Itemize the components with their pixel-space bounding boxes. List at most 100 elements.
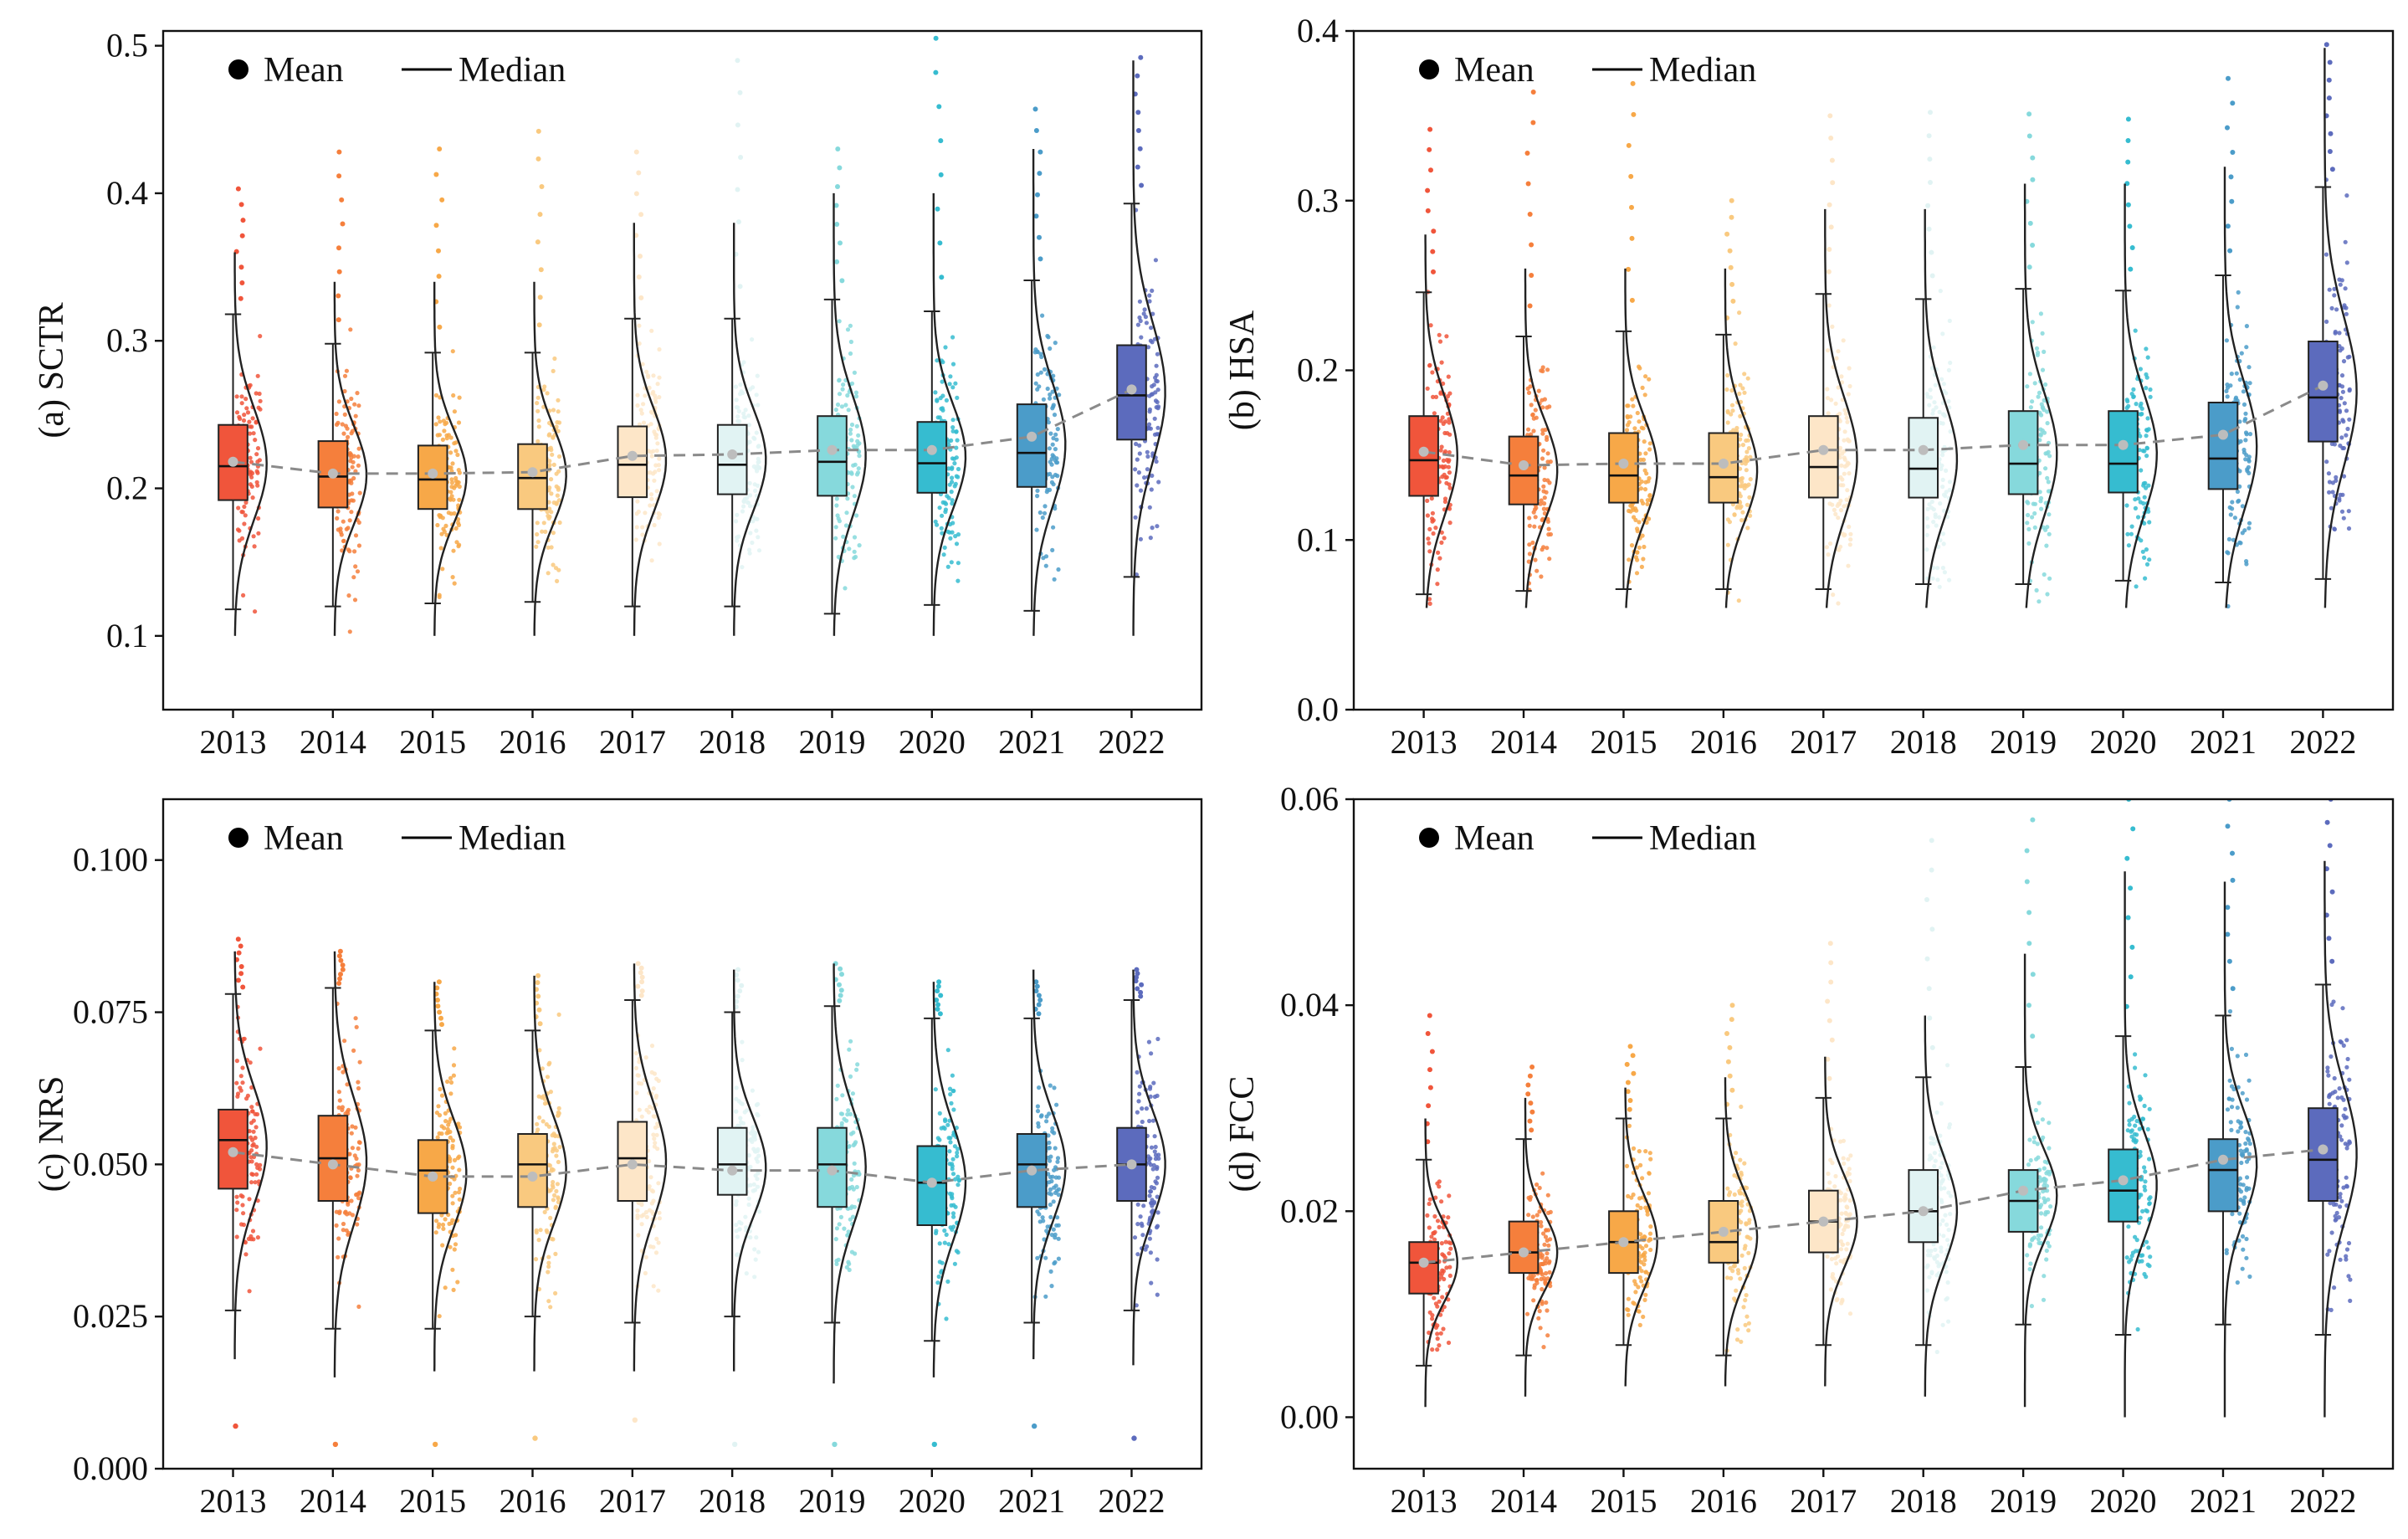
data-point bbox=[554, 1189, 558, 1193]
outlier-point bbox=[239, 264, 244, 269]
data-point bbox=[236, 527, 240, 531]
data-point bbox=[940, 526, 944, 531]
outlier-point bbox=[735, 122, 740, 127]
data-point bbox=[1638, 1275, 1642, 1280]
data-point bbox=[1938, 501, 1942, 505]
data-point bbox=[2133, 1052, 2137, 1056]
data-point bbox=[443, 1119, 448, 1123]
outlier-point bbox=[1826, 247, 1832, 252]
data-point bbox=[448, 1157, 452, 1161]
data-point bbox=[845, 393, 849, 398]
data-point bbox=[2138, 1097, 2142, 1101]
data-point bbox=[1848, 1153, 1852, 1157]
data-point bbox=[440, 1094, 444, 1098]
data-point bbox=[547, 432, 551, 436]
mean-marker bbox=[528, 467, 538, 477]
data-point bbox=[1041, 556, 1045, 560]
outlier-point bbox=[435, 998, 440, 1003]
data-point bbox=[349, 397, 353, 401]
outlier-point bbox=[935, 1007, 940, 1012]
data-point bbox=[458, 1198, 462, 1202]
data-point bbox=[2324, 253, 2329, 257]
outlier-point bbox=[640, 988, 645, 993]
data-point bbox=[2144, 346, 2148, 351]
data-point bbox=[1847, 439, 1851, 443]
data-point bbox=[2134, 584, 2139, 588]
outlier-point bbox=[935, 988, 940, 993]
data-point bbox=[752, 1247, 756, 1251]
data-point bbox=[1539, 574, 1543, 578]
data-point bbox=[740, 509, 745, 513]
data-point bbox=[751, 1188, 756, 1193]
data-point bbox=[1847, 366, 1852, 370]
data-point bbox=[1545, 1239, 1550, 1243]
data-point bbox=[956, 475, 960, 479]
data-point bbox=[1448, 1274, 1452, 1278]
data-point bbox=[2324, 459, 2329, 464]
data-point bbox=[956, 439, 960, 443]
data-point bbox=[954, 430, 958, 434]
outlier-point bbox=[236, 936, 241, 941]
data-point bbox=[1732, 1173, 1736, 1177]
data-point bbox=[1938, 585, 1942, 589]
data-point bbox=[2245, 1175, 2249, 1179]
outlier-point bbox=[1631, 81, 1636, 86]
data-point bbox=[1838, 1140, 1842, 1144]
data-point bbox=[555, 579, 559, 583]
data-point bbox=[2131, 1250, 2135, 1254]
data-point bbox=[1943, 570, 1947, 574]
data-point bbox=[1843, 429, 1847, 433]
data-point bbox=[2042, 350, 2046, 354]
data-point bbox=[1145, 467, 1150, 471]
data-point bbox=[351, 499, 356, 503]
data-point bbox=[1944, 490, 1949, 494]
x-tick-label: 2019 bbox=[798, 1482, 865, 1520]
data-point bbox=[752, 1182, 756, 1187]
data-point bbox=[740, 1040, 744, 1044]
data-point bbox=[1145, 450, 1150, 454]
data-point bbox=[2226, 394, 2230, 398]
data-point bbox=[1641, 1315, 1645, 1319]
data-point bbox=[336, 1236, 341, 1240]
data-point bbox=[1745, 503, 1750, 507]
outlier-point bbox=[735, 977, 740, 982]
data-point bbox=[1940, 1179, 1944, 1183]
outlier-point bbox=[1426, 208, 1431, 213]
outlier-point bbox=[433, 1442, 438, 1447]
outlier-point bbox=[838, 240, 843, 245]
data-point bbox=[354, 414, 358, 418]
data-point bbox=[2340, 373, 2344, 377]
data-point bbox=[640, 1115, 644, 1119]
data-point bbox=[1039, 1113, 1043, 1117]
outlier-point bbox=[2229, 199, 2234, 204]
data-point bbox=[349, 510, 353, 514]
data-point bbox=[338, 1098, 342, 1102]
data-point bbox=[1641, 426, 1645, 430]
outlier-point bbox=[2330, 167, 2335, 172]
data-point bbox=[1145, 1106, 1149, 1111]
data-point bbox=[448, 450, 453, 454]
outlier-point bbox=[1037, 1011, 1042, 1016]
outlier-point bbox=[738, 284, 743, 289]
data-point bbox=[552, 500, 556, 505]
data-point bbox=[546, 1075, 550, 1079]
outlier-point bbox=[938, 1011, 943, 1016]
data-point bbox=[1746, 1235, 1750, 1239]
data-point bbox=[1547, 527, 1551, 531]
data-point bbox=[1540, 456, 1545, 460]
box-b-2014 bbox=[1509, 437, 1539, 505]
data-point bbox=[547, 516, 551, 521]
data-point bbox=[1833, 1174, 1837, 1178]
outlier-point bbox=[2126, 138, 2131, 143]
data-point bbox=[556, 1182, 560, 1186]
data-point bbox=[2046, 1170, 2050, 1174]
data-point bbox=[247, 420, 251, 424]
data-point bbox=[1156, 1152, 1160, 1157]
data-point bbox=[2334, 307, 2339, 311]
data-point bbox=[2031, 502, 2036, 506]
outlier-point bbox=[236, 187, 241, 192]
data-point bbox=[2043, 1212, 2047, 1216]
data-point bbox=[640, 1222, 644, 1226]
outlier-point bbox=[2030, 818, 2035, 823]
data-point bbox=[1626, 414, 1630, 418]
